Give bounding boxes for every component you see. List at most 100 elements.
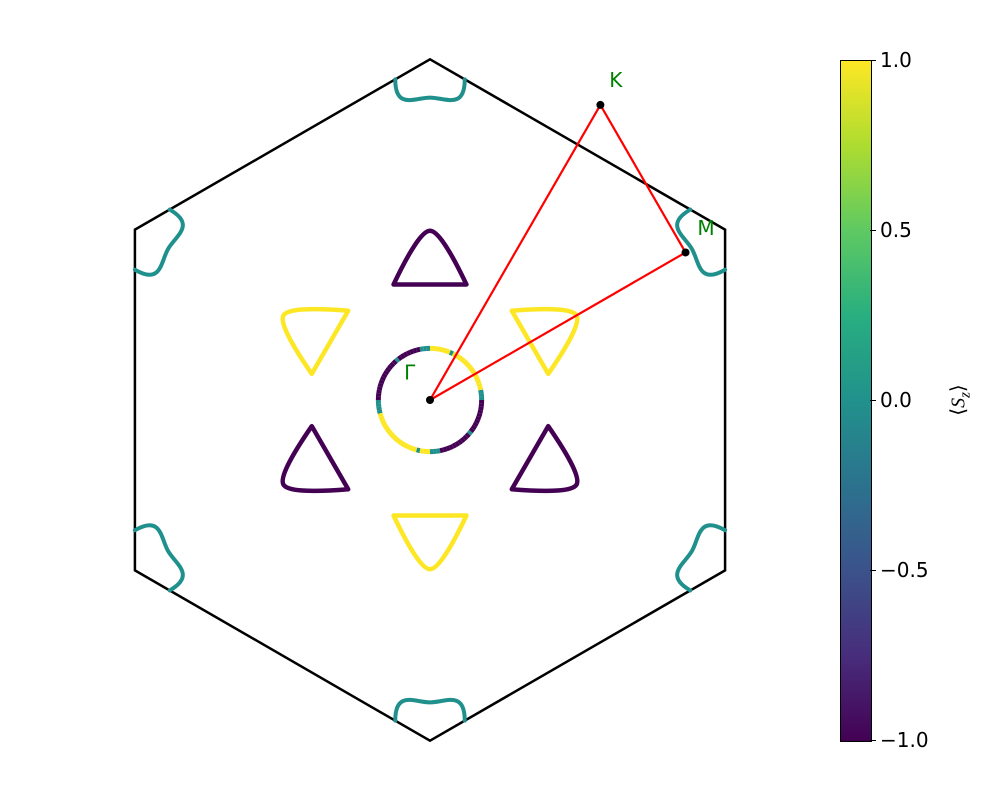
fermi-center-ring-seg <box>379 390 380 393</box>
fermi-center-ring-seg <box>464 361 466 363</box>
colorbar-tick-label: 0.5 <box>880 218 912 242</box>
fermi-center-ring-seg <box>479 413 480 416</box>
fermi-center-ring-seg <box>443 350 446 351</box>
fermi-center-ring-seg <box>382 420 383 423</box>
fermi-center-ring-seg <box>410 351 413 352</box>
fermi-center-ring-seg <box>387 429 389 432</box>
fermi-center-ring-seg <box>467 363 469 365</box>
colorbar-tick-label: −0.5 <box>880 558 929 582</box>
fermi-center-ring-seg <box>481 407 482 410</box>
fermi-center-ring-seg <box>401 355 404 357</box>
fermi-center-ring-seg <box>407 446 410 447</box>
fermi-corner-lobe <box>135 210 183 275</box>
fermi-center-ring-seg <box>380 383 381 386</box>
colorbar-tick-label: 1.0 <box>880 48 912 72</box>
k-path-segment <box>430 105 600 400</box>
hs-point-Gamma <box>426 396 434 404</box>
hs-point-M <box>682 248 690 256</box>
fermi-center-ring-seg <box>481 390 482 393</box>
fermi-center-ring-seg <box>450 446 453 447</box>
fermi-center-ring-seg <box>480 410 481 413</box>
fermi-center-ring-seg <box>467 434 469 436</box>
colorbar: −1.0−0.50.00.51.0 <box>840 60 870 740</box>
fermi-corner-lobe <box>677 525 725 590</box>
fermi-center-ring-seg <box>399 441 402 443</box>
fermi-center-ring-seg <box>476 377 477 380</box>
colorbar-tick-label: 0.0 <box>880 388 912 412</box>
hs-point-K <box>596 101 604 109</box>
fermi-center-ring-seg <box>471 429 473 432</box>
fermi-center-ring-seg <box>401 443 404 445</box>
fermi-inner-lobe <box>283 426 349 491</box>
plot-area: Γ K M <box>60 40 800 760</box>
fermi-center-ring-seg <box>469 366 471 369</box>
fermi-center-ring-seg <box>476 420 477 423</box>
fermi-center-ring-seg <box>393 361 395 363</box>
fermi-center-ring-seg <box>447 448 450 449</box>
fermi-center-ring-seg <box>479 383 480 386</box>
fermi-center-ring-seg <box>384 374 386 377</box>
colorbar-tick-label: −1.0 <box>880 728 929 752</box>
fermi-center-ring-seg <box>387 369 389 372</box>
fermi-center-ring-seg <box>399 357 402 359</box>
colorbar-tick <box>870 740 876 741</box>
fermi-center-ring-seg <box>480 387 481 390</box>
figure: ΓKM −1.0−0.50.00.51.0 ⟨Sz⟩ <box>0 0 1000 800</box>
fermi-center-ring-seg <box>443 449 446 450</box>
fermi-center-ring-seg <box>417 450 420 451</box>
colorbar-tick <box>870 230 876 231</box>
fermi-center-ring-seg <box>464 437 466 439</box>
k-path-segment <box>600 105 685 253</box>
fermi-center-ring-seg <box>478 417 479 420</box>
fermi-center-ring-seg <box>379 407 380 410</box>
fermi-center-ring-seg <box>407 352 410 353</box>
fermi-center-ring-seg <box>389 431 391 434</box>
colorbar-tick <box>870 570 876 571</box>
fermi-center-ring-seg <box>469 431 471 434</box>
fermi-center-ring-seg <box>410 448 413 449</box>
bz-svg: Γ K M <box>60 40 800 760</box>
fermi-center-ring-seg <box>478 380 479 383</box>
fermi-center-ring-seg <box>379 387 380 390</box>
fermi-center-ring-seg <box>382 377 383 380</box>
fermi-center-ring-seg <box>459 441 462 443</box>
fermi-inner-lobe <box>394 231 467 285</box>
fermi-center-ring-seg <box>393 437 395 439</box>
hs-label-K: K <box>609 68 623 92</box>
fermi-center-ring-seg <box>413 449 416 450</box>
fermi-center-ring-seg <box>396 439 399 441</box>
fermi-center-ring-seg <box>417 349 420 350</box>
fermi-center-ring-seg <box>450 352 453 353</box>
hs-label-Gamma: Γ <box>404 360 416 384</box>
fermi-center-ring-seg <box>404 445 407 447</box>
fermi-center-ring-seg <box>440 349 443 350</box>
fermi-center-ring-seg <box>380 413 381 416</box>
fermi-center-ring-seg <box>384 423 386 426</box>
fermi-center-ring-seg <box>420 451 423 452</box>
fermi-inner-lobe <box>512 309 578 374</box>
fermi-center-ring-seg <box>385 371 387 374</box>
fermi-center-ring-seg <box>459 357 462 359</box>
fermi-corner-lobe <box>395 700 465 721</box>
fermi-center-ring-seg <box>389 366 391 369</box>
fermi-center-ring-seg <box>420 349 423 350</box>
fermi-center-ring-seg <box>437 349 440 350</box>
fermi-center-ring-seg <box>391 434 393 436</box>
fermi-center-ring-seg <box>404 354 407 356</box>
fermi-inner-lobe <box>512 426 578 491</box>
fermi-center-ring-seg <box>461 359 464 361</box>
fermi-center-ring-seg <box>453 445 456 447</box>
fermi-center-ring-seg <box>385 426 387 429</box>
fermi-center-ring-seg <box>391 363 393 365</box>
fermi-inner-lobe <box>283 309 349 374</box>
hs-label-M: M <box>697 216 714 240</box>
fermi-center-ring-seg <box>437 451 440 452</box>
fermi-center-ring-seg <box>413 350 416 351</box>
fermi-center-ring-seg <box>473 426 475 429</box>
fermi-corner-lobe <box>395 79 465 100</box>
fermi-center-ring-seg <box>381 417 382 420</box>
colorbar-tick <box>870 60 876 61</box>
fermi-center-ring-seg <box>475 423 477 426</box>
colorbar-tick <box>870 400 876 401</box>
fermi-center-ring-seg <box>440 450 443 451</box>
